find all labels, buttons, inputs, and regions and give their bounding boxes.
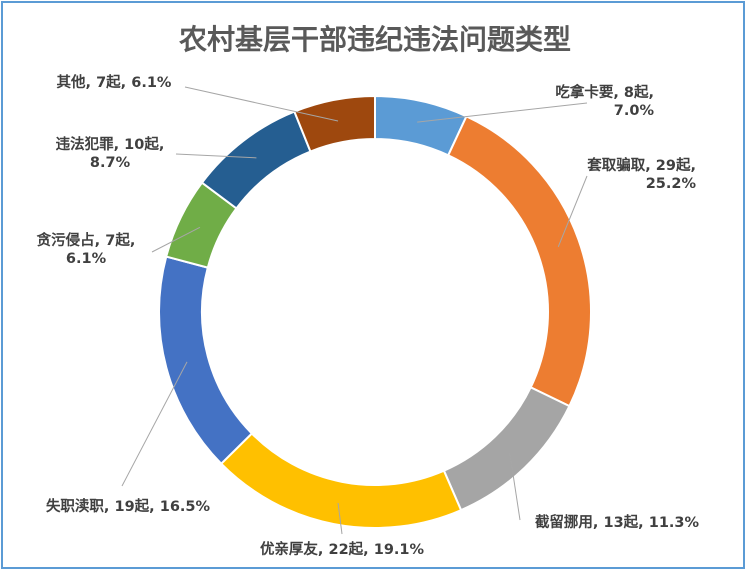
leader-line-taoqu	[557, 175, 588, 248]
data-label-youqin: 优亲厚友, 22起, 19.1%	[260, 540, 425, 558]
leader-line-qita	[184, 86, 339, 122]
data-label-tanwu: 贪污侵占, 7起, 6.1%	[37, 231, 136, 267]
data-label-line: 截留挪用, 13起, 11.3%	[535, 513, 700, 531]
data-label-shizhi: 失职渎职, 19起, 16.5%	[46, 497, 211, 515]
data-label-taoqu: 套取骗取, 29起, 25.2%	[586, 156, 696, 192]
leader-lines-group	[121, 86, 588, 535]
data-label-line: 违法犯罪, 10起,	[56, 135, 165, 153]
leader-line-jieliu	[509, 452, 521, 521]
data-label-line: 吃拿卡要, 8起,	[555, 83, 654, 101]
slice-taoqu	[446, 114, 592, 408]
data-label-line: 套取骗取, 29起,	[586, 156, 696, 174]
leader-line-weifa	[175, 153, 257, 159]
data-label-line: 优亲厚友, 22起, 19.1%	[260, 540, 425, 558]
data-label-jieliu: 截留挪用, 13起, 11.3%	[535, 513, 700, 531]
slice-youqin	[219, 432, 463, 529]
slice-qita	[293, 94, 376, 153]
data-label-line: 失职渎职, 19起, 16.5%	[46, 497, 211, 515]
leader-line-tanwu	[151, 226, 201, 253]
slice-jieliu	[442, 386, 571, 512]
data-label-line: 25.2%	[646, 176, 697, 192]
data-label-line: 8.7%	[90, 155, 131, 171]
data-labels-group: 吃拿卡要, 8起, 7.0% 套取骗取, 29起, 25.2% 截留挪用, 13起, 1…	[37, 73, 700, 558]
chart-title: 农村基层干部违纪违法问题类型	[178, 23, 571, 56]
leader-line-shizhi	[121, 361, 188, 487]
slices-group	[158, 94, 592, 529]
data-label-chikaka: 吃拿卡要, 8起, 7.0%	[555, 83, 654, 119]
leader-line-chikaka	[417, 102, 588, 123]
leader-line-youqin	[337, 502, 343, 535]
slice-weifa	[200, 110, 312, 210]
slice-shizhi	[158, 255, 254, 466]
data-label-line: 6.1%	[66, 251, 107, 267]
data-label-line: 其他, 7起, 6.1%	[57, 73, 172, 91]
data-label-weifa: 违法犯罪, 10起, 8.7%	[56, 135, 165, 171]
data-label-qita: 其他, 7起, 6.1%	[57, 73, 172, 91]
data-label-line: 贪污侵占, 7起,	[37, 231, 136, 249]
data-label-line: 7.0%	[614, 103, 655, 119]
